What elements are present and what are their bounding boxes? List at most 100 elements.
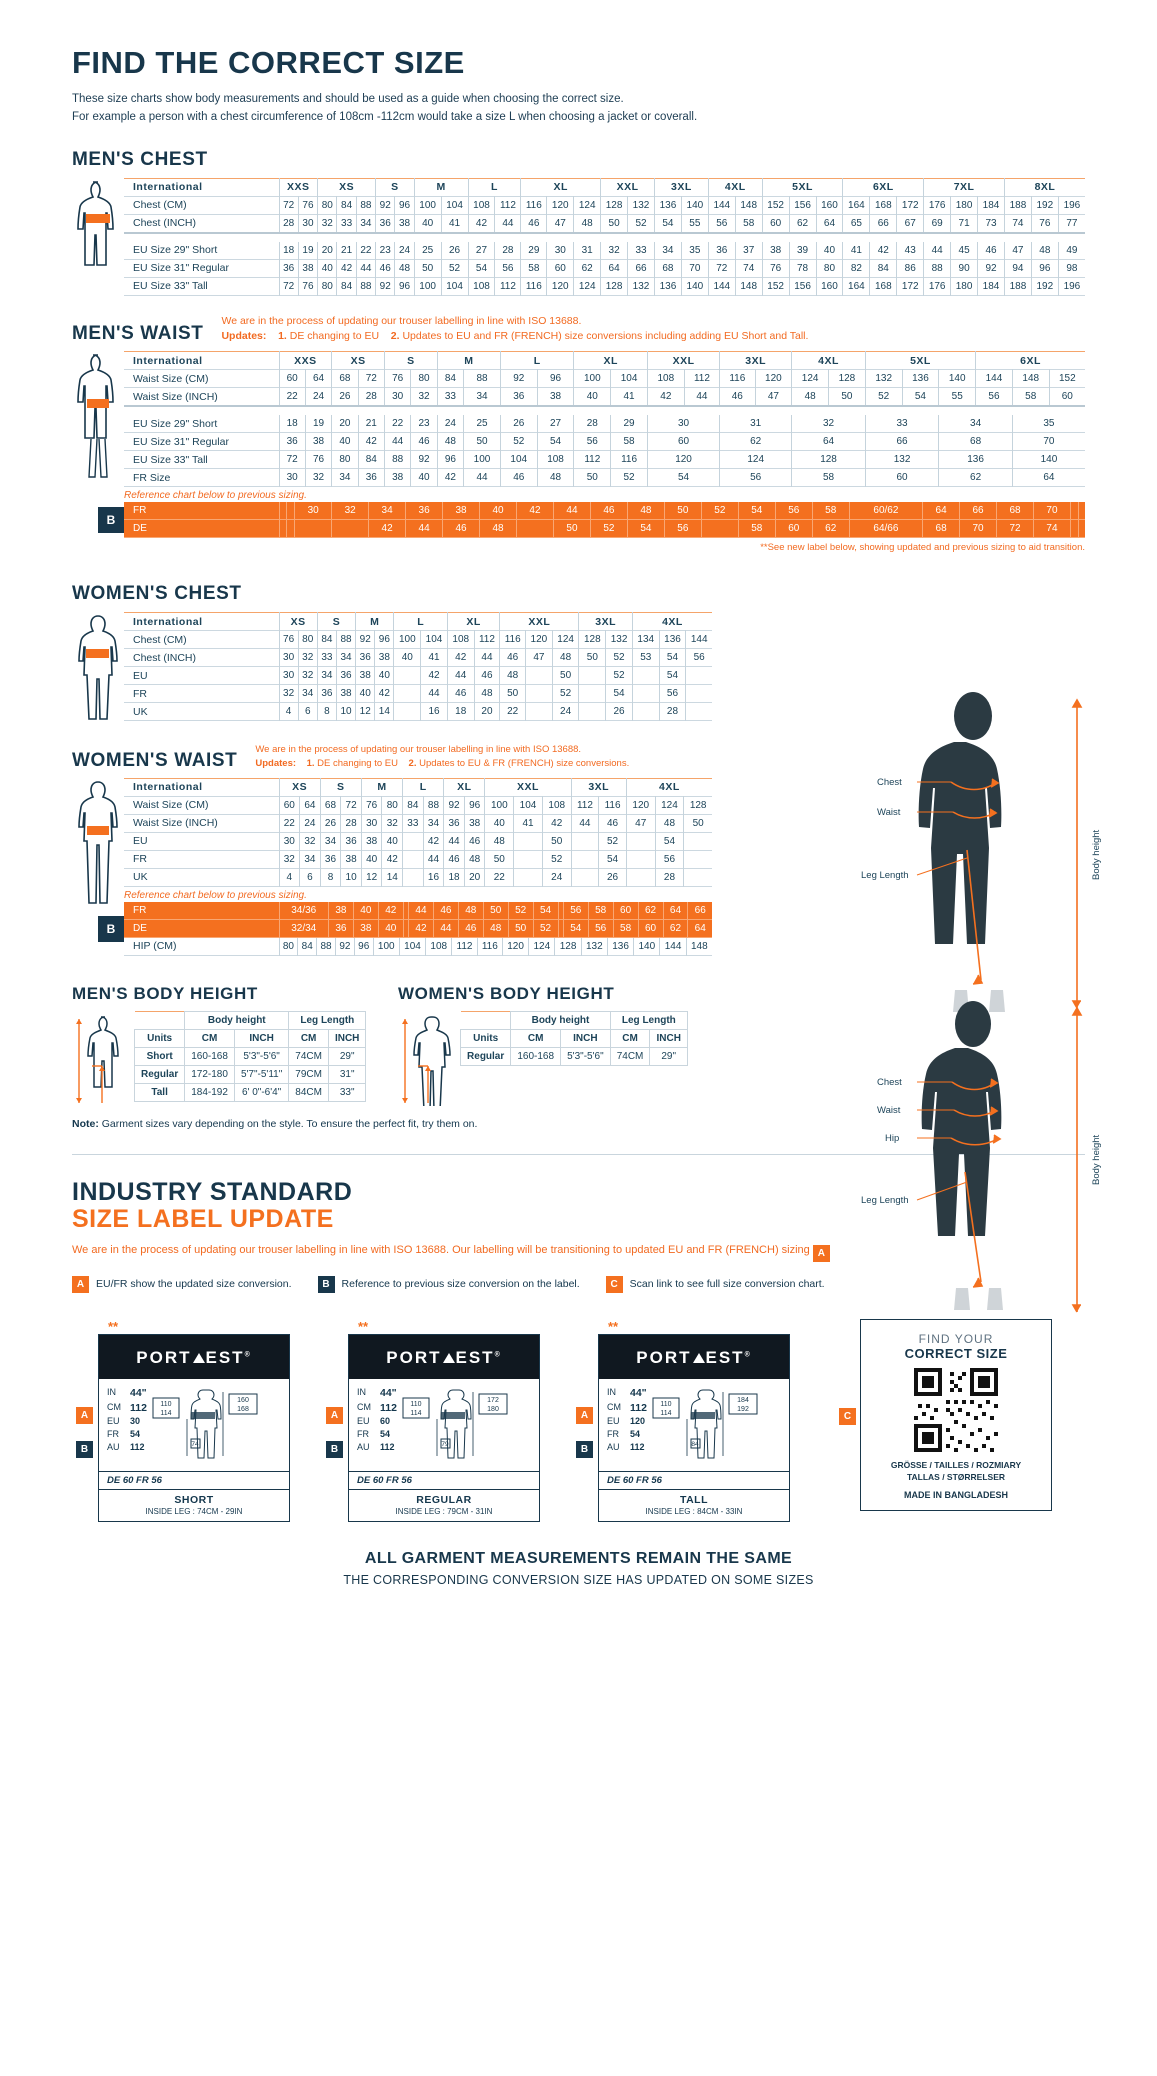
ref-cell: 72 — [996, 519, 1034, 539]
label-update-section: INDUSTRY STANDARD SIZE LABEL UPDATE We a… — [72, 1177, 1085, 1587]
cell: 100 — [414, 196, 442, 215]
row-label: Chest (CM) — [124, 630, 280, 649]
cell: 116 — [499, 630, 527, 649]
table-header-row: International XS S M L XL XXL 3XL 4XL — [124, 778, 712, 797]
cell: 34 — [331, 468, 359, 487]
ref-cell: 38 — [442, 502, 481, 521]
cell: 72 — [279, 277, 299, 296]
size-header: XXL — [600, 178, 655, 197]
cell: 44 — [443, 832, 465, 851]
label-code-value: 44" — [630, 1386, 647, 1399]
cell: 4 — [279, 868, 301, 887]
cell: 54 — [659, 666, 687, 685]
female-label-leg-length: Leg Length — [861, 1195, 909, 1206]
label-code-key: EU — [607, 1416, 620, 1427]
update-text-2: Updates to EU and FR (FRENCH) size conve… — [402, 330, 809, 343]
cell: 76 — [305, 450, 333, 469]
bh-row-label: Tall — [133, 1082, 186, 1102]
cell: 40 — [414, 214, 442, 233]
cell: 54 — [605, 684, 633, 703]
cell: 42 — [869, 241, 898, 260]
cell: 36 — [279, 259, 299, 278]
label-code-row: AU 112 — [107, 1441, 147, 1454]
womens-waist-ref-table: FR 34/36 38 40 42 44 46 48 50 52 54 56 58 60 62 64 66 DE 3… — [124, 901, 712, 938]
bh-units-row: Units CM INCH CM INCH — [459, 1028, 688, 1048]
cell: 92 — [355, 630, 376, 649]
label-stars: ** — [108, 1318, 119, 1334]
size-header: 3XL — [571, 778, 627, 797]
bh-group-label: Body height — [184, 1010, 290, 1030]
cell: 50 — [499, 684, 527, 703]
ref-row-label: DE — [124, 519, 280, 539]
spacer-row — [124, 406, 1085, 415]
row-label: FR — [124, 684, 280, 703]
cell: 34 — [320, 832, 342, 851]
table-row: Waist Size (INCH) 22 24 26 28 30 32 33 34 36 38 40 4… — [124, 387, 1085, 407]
cell: 6 — [299, 868, 321, 887]
cell — [393, 666, 422, 685]
label-tag-b: B — [326, 1440, 343, 1458]
cell: 92 — [500, 369, 538, 388]
cell: 88 — [336, 630, 357, 649]
header-label: International — [124, 612, 280, 631]
cell: 18 — [279, 241, 299, 260]
mens-waist-ref-foot: **See new label below, showing updated a… — [760, 542, 1085, 554]
bh-cell: 29" — [649, 1046, 688, 1066]
cell: 42 — [381, 850, 404, 869]
cell: 112 — [474, 630, 501, 649]
cell: 33 — [437, 387, 465, 407]
cell — [402, 868, 424, 887]
qr-code-icon[interactable] — [914, 1367, 998, 1452]
ref-cell: 50 — [483, 901, 509, 920]
cell: 144 — [975, 369, 1013, 388]
cell: 60 — [865, 468, 940, 487]
cell: 42 — [336, 259, 357, 278]
industry-standard-title: INDUSTRY STANDARD — [72, 1177, 353, 1206]
cell: 92 — [375, 277, 396, 296]
ref-cell — [1070, 519, 1079, 539]
cell: 48 — [437, 432, 465, 451]
cell: 30 — [279, 832, 301, 851]
svg-text:114: 114 — [660, 1410, 671, 1417]
cell: 36 — [355, 648, 376, 667]
label-code-key: CM — [107, 1401, 121, 1412]
cell — [632, 702, 660, 721]
cell: 50 — [828, 387, 866, 407]
cell: 38 — [298, 259, 319, 278]
label-code-value: 44" — [130, 1386, 147, 1399]
cell: 152 — [762, 196, 790, 215]
ref-cell: 70 — [959, 519, 998, 539]
label-code-row: CM 112 — [357, 1401, 397, 1416]
size-header: 4XL — [708, 178, 763, 197]
cell: 144 — [708, 277, 736, 296]
table-row: EU 30 32 34 36 38 40 42 44 46 48 50 52 54 — [124, 832, 712, 851]
label-tag-a: A — [576, 1406, 593, 1424]
cell: 84 — [402, 796, 424, 815]
cell: 26 — [598, 868, 627, 887]
cell: 46 — [598, 814, 627, 833]
ref-cell: 60 — [775, 519, 813, 539]
cell: 80 — [298, 630, 318, 649]
cell: 124 — [655, 796, 685, 815]
cell: 104 — [610, 369, 648, 388]
cell: 36 — [279, 432, 306, 451]
cell: 84 — [317, 630, 337, 649]
qr-tag-c: C — [839, 1407, 856, 1425]
cell: 32 — [298, 666, 318, 685]
cell — [525, 684, 553, 703]
legend-key-c: C Scan link to see full size conversion … — [605, 1275, 825, 1293]
cell: 24 — [394, 241, 415, 260]
female-torso-figure-icon — [72, 612, 124, 721]
male-label-waist: Waist — [877, 807, 901, 818]
cell: 26 — [605, 702, 633, 721]
cell: 88 — [316, 937, 336, 956]
cell: 136 — [607, 937, 635, 956]
size-header: L — [468, 178, 522, 197]
mens-body-height-section: MEN'S BODY HEIGHT Body height Leg Length U… — [72, 984, 367, 1103]
cell: 20 — [317, 241, 338, 260]
cell: 112 — [451, 937, 478, 956]
cell: 48 — [394, 259, 415, 278]
cell: 30 — [361, 814, 383, 833]
table-row: Waist Size (CM) 60 64 68 72 76 80 84 88 92 96 100 10… — [124, 796, 712, 815]
legend-key-a: A EU/FR show the updated size conversion… — [72, 1275, 292, 1293]
